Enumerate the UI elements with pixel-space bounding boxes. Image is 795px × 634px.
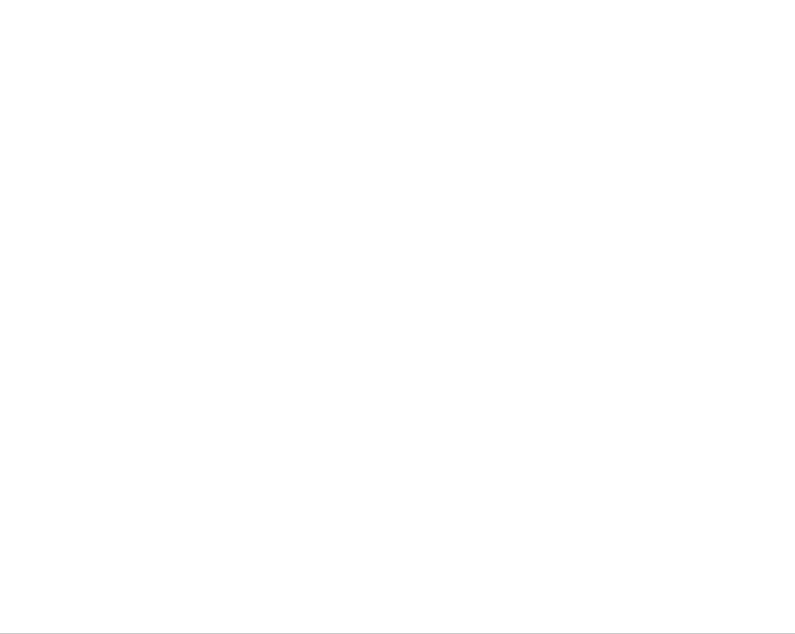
page-title bbox=[0, 0, 795, 14]
report-page bbox=[0, 0, 795, 634]
